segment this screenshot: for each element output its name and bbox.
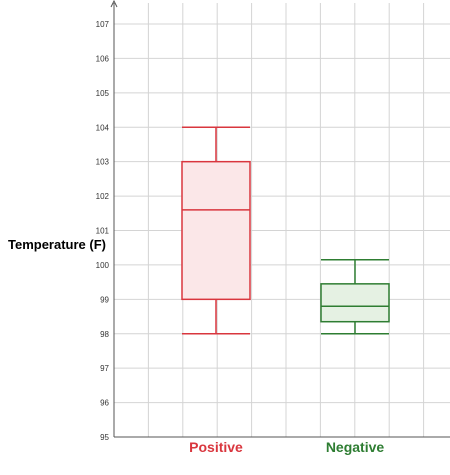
axes <box>110 0 450 438</box>
y-tick-labels: 95 96 97 98 99 100 101 102 103 104 105 106 107 <box>96 20 110 442</box>
y-tick-label: 98 <box>100 330 109 339</box>
category-labels: Positive Negative <box>189 439 384 455</box>
category-label-positive: Positive <box>189 439 243 455</box>
y-tick-label: 97 <box>100 364 109 373</box>
category-label-negative: Negative <box>326 439 385 455</box>
y-tick-label: 95 <box>100 433 109 442</box>
y-tick-label: 102 <box>96 192 110 201</box>
y-tick-label: 105 <box>96 89 110 98</box>
y-axis-arrow <box>110 0 118 8</box>
y-tick-label: 100 <box>96 261 110 270</box>
y-tick-label: 104 <box>96 123 110 132</box>
y-tick-label: 99 <box>100 295 109 304</box>
boxes <box>181 126 390 335</box>
iqr-box <box>320 283 390 323</box>
iqr-box <box>181 160 251 301</box>
y-tick-label: 106 <box>96 54 110 63</box>
box-negative <box>320 259 390 335</box>
box-positive <box>181 126 251 335</box>
grid-lines <box>114 3 450 437</box>
y-tick-label: 107 <box>96 20 110 29</box>
y-tick-label: 103 <box>96 158 110 167</box>
y-axis-label: Temperature (F) <box>8 237 106 252</box>
y-tick-label: 96 <box>100 399 109 408</box>
y-tick-label: 101 <box>96 227 110 236</box>
